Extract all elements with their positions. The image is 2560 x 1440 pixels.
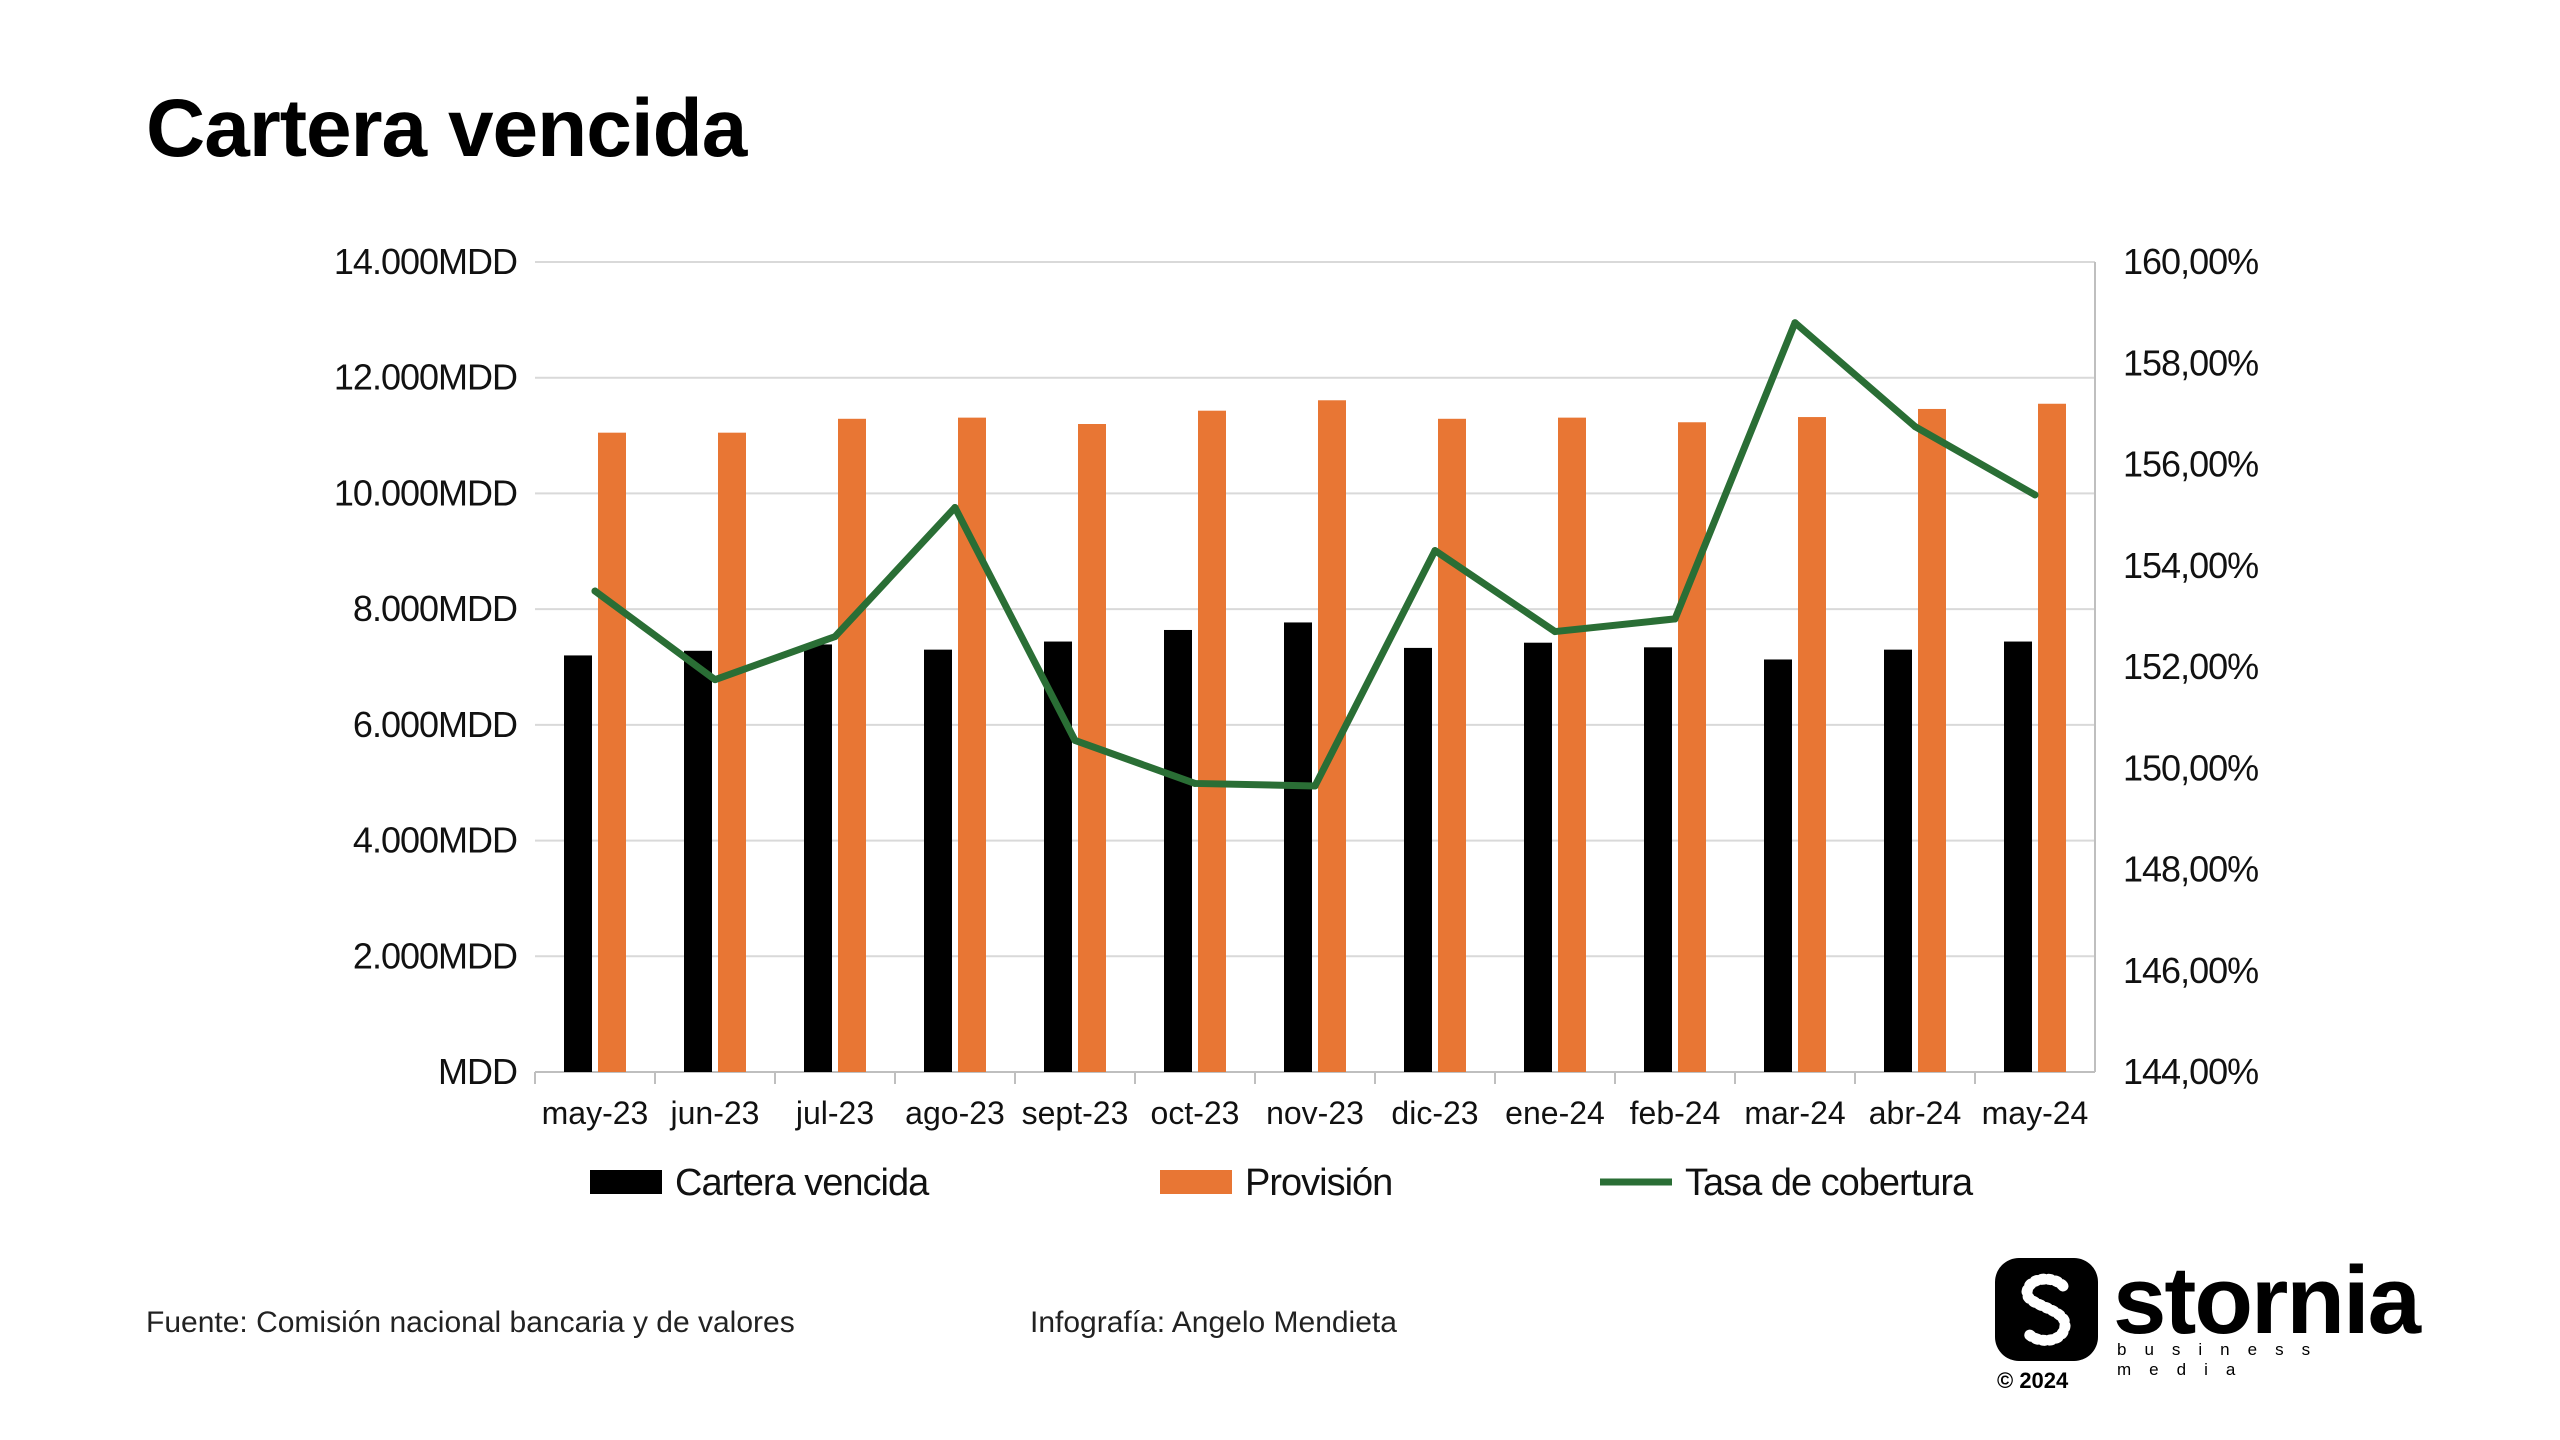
logo-mark-icon bbox=[1995, 1258, 2098, 1361]
x-tick-label: ago-23 bbox=[905, 1095, 1005, 1131]
provision-bar bbox=[1198, 410, 1226, 1072]
tasa-de-cobertura-point bbox=[1671, 615, 1679, 623]
y-right-tick-label: 148,00% bbox=[2123, 849, 2258, 890]
x-tick-label: mar-24 bbox=[1744, 1095, 1845, 1131]
stornia-logo: stornia business media © 2024 bbox=[1995, 1247, 2465, 1398]
y-left-tick-label: MDD bbox=[438, 1051, 517, 1092]
tasa-de-cobertura-point bbox=[1551, 628, 1559, 636]
tasa-de-cobertura-point bbox=[1311, 782, 1319, 790]
provision-bar bbox=[718, 432, 746, 1072]
y-right-tick-label: 152,00% bbox=[2123, 646, 2258, 687]
provision-bar bbox=[1798, 417, 1826, 1072]
source-note: Fuente: Comisión nacional bancaria y de … bbox=[146, 1306, 795, 1339]
provision-bar bbox=[838, 418, 866, 1072]
y-right-tick-label: 150,00% bbox=[2123, 747, 2258, 788]
y-right-tick-label: 156,00% bbox=[2123, 444, 2258, 485]
y-left-tick-label: 12.000MDD bbox=[334, 357, 517, 398]
tasa-de-cobertura-point bbox=[591, 587, 599, 595]
legend-label: Provisión bbox=[1245, 1162, 1392, 1204]
cartera-vencida-bar bbox=[1884, 649, 1912, 1072]
legend-label: Cartera vencida bbox=[675, 1162, 930, 1204]
cartera-vencida-bar bbox=[1284, 622, 1312, 1072]
x-tick-label: jun-23 bbox=[670, 1095, 760, 1131]
y-right-tick-label: 158,00% bbox=[2123, 342, 2258, 383]
provision-bar bbox=[1438, 418, 1466, 1072]
tasa-de-cobertura-point bbox=[1431, 547, 1439, 555]
y-right-tick-label: 160,00% bbox=[2123, 241, 2258, 282]
logo-name: stornia bbox=[2113, 1247, 2421, 1354]
x-tick-label: jul-23 bbox=[795, 1095, 874, 1131]
legend-label: Tasa de cobertura bbox=[1685, 1162, 1974, 1204]
x-tick-label: may-23 bbox=[542, 1095, 649, 1131]
tasa-de-cobertura-point bbox=[831, 633, 839, 641]
y-left-tick-label: 6.000MDD bbox=[353, 704, 517, 745]
y-right-tick-label: 154,00% bbox=[2123, 545, 2258, 586]
y-left-tick-label: 4.000MDD bbox=[353, 820, 517, 861]
tasa-de-cobertura-point bbox=[711, 676, 719, 684]
cartera-vencida-bar bbox=[1764, 659, 1792, 1072]
y-left-tick-label: 10.000MDD bbox=[334, 472, 517, 513]
tasa-de-cobertura-point bbox=[1191, 779, 1199, 787]
provision-bar bbox=[2038, 403, 2066, 1072]
cartera-vencida-bar bbox=[1164, 629, 1192, 1072]
y-left-tick-label: 8.000MDD bbox=[353, 588, 517, 629]
cartera-vencida-bar bbox=[804, 644, 832, 1072]
credit-note: Infografía: Angelo Mendieta bbox=[1030, 1306, 1397, 1339]
provision-bar bbox=[1558, 417, 1586, 1072]
x-tick-label: dic-23 bbox=[1391, 1095, 1478, 1131]
y-right-tick-label: 144,00% bbox=[2123, 1051, 2258, 1092]
cartera-vencida-bar bbox=[2004, 641, 2032, 1072]
tasa-de-cobertura-point bbox=[1911, 423, 1919, 431]
logo-tagline: business media bbox=[2117, 1340, 2329, 1379]
tasa-de-cobertura-point bbox=[2031, 491, 2039, 499]
tasa-de-cobertura-point bbox=[951, 504, 959, 512]
cartera-vencida-bar bbox=[684, 650, 712, 1072]
x-tick-label: abr-24 bbox=[1869, 1095, 1962, 1131]
logo-copyright: © 2024 bbox=[1997, 1368, 2069, 1393]
cartera-vencida-bar bbox=[1524, 642, 1552, 1072]
x-tick-label: feb-24 bbox=[1630, 1095, 1721, 1131]
legend-swatch bbox=[1160, 1170, 1232, 1194]
provision-bar bbox=[1918, 408, 1946, 1072]
x-tick-label: ene-24 bbox=[1505, 1095, 1605, 1131]
legend-swatch bbox=[590, 1170, 662, 1194]
y-right-tick-label: 146,00% bbox=[2123, 950, 2258, 991]
y-left-tick-label: 14.000MDD bbox=[334, 241, 517, 282]
cartera-vencida-bar bbox=[564, 655, 592, 1072]
x-tick-label: nov-23 bbox=[1266, 1095, 1364, 1131]
provision-bar bbox=[1678, 422, 1706, 1072]
x-tick-label: oct-23 bbox=[1151, 1095, 1240, 1131]
cartera-vencida-bar bbox=[924, 649, 952, 1072]
provision-bar bbox=[598, 432, 626, 1072]
y-left-tick-label: 2.000MDD bbox=[353, 935, 517, 976]
chart-title: Cartera vencida bbox=[146, 83, 747, 174]
x-tick-label: sept-23 bbox=[1022, 1095, 1129, 1131]
tasa-de-cobertura-point bbox=[1071, 736, 1079, 744]
cartera-vencida-bar bbox=[1404, 647, 1432, 1072]
tasa-de-cobertura-point bbox=[1791, 319, 1799, 327]
x-tick-label: may-24 bbox=[1982, 1095, 2089, 1131]
cartera-vencida-bar bbox=[1644, 647, 1672, 1072]
